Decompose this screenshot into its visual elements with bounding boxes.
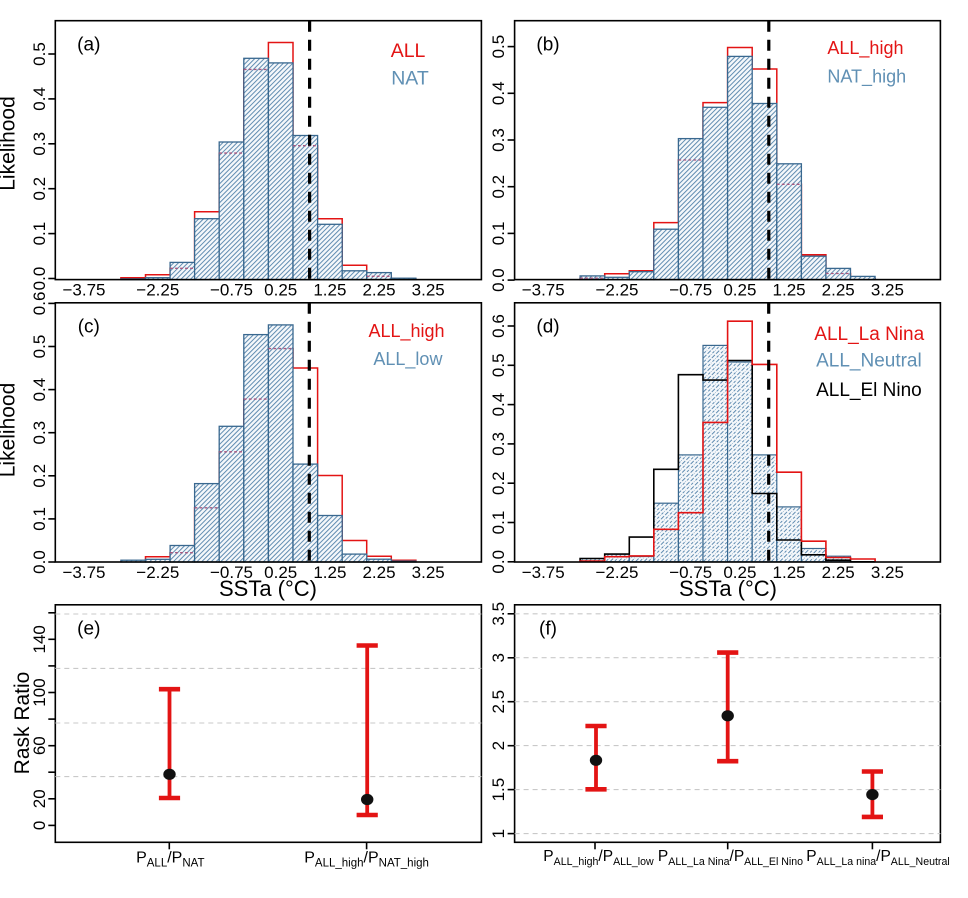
svg-text:ALL_high: ALL_high — [369, 321, 445, 342]
svg-text:−3.75: −3.75 — [62, 563, 105, 582]
svg-text:−3.75: −3.75 — [522, 281, 565, 300]
svg-text:0.3: 0.3 — [489, 432, 508, 456]
svg-text:ALL: ALL — [391, 40, 426, 62]
svg-text:(e): (e) — [77, 618, 100, 639]
svg-text:PALL_high/PNAT_high: PALL_high/PNAT_high — [304, 850, 429, 870]
svg-text:(c): (c) — [78, 316, 100, 337]
svg-text:PALL/PNAT: PALL/PNAT — [136, 850, 204, 870]
svg-text:−0.75: −0.75 — [669, 281, 712, 300]
svg-text:3.25: 3.25 — [871, 281, 904, 300]
svg-text:Rask Ratio: Rask Ratio — [11, 672, 34, 775]
svg-text:2: 2 — [489, 741, 508, 750]
svg-text:−0.75: −0.75 — [210, 563, 253, 582]
svg-text:3.25: 3.25 — [412, 281, 445, 300]
svg-text:140: 140 — [30, 625, 49, 653]
svg-text:0.25: 0.25 — [723, 563, 756, 582]
svg-text:0.5: 0.5 — [489, 35, 508, 59]
svg-text:0.3: 0.3 — [30, 132, 49, 156]
svg-text:Likelihood: Likelihood — [0, 383, 20, 478]
svg-text:−3.75: −3.75 — [62, 281, 105, 300]
svg-text:2.25: 2.25 — [362, 281, 395, 300]
svg-text:0.0: 0.0 — [30, 550, 49, 574]
svg-text:0.5: 0.5 — [489, 353, 508, 377]
svg-text:NAT_high: NAT_high — [827, 66, 906, 87]
svg-text:(d): (d) — [536, 316, 559, 337]
svg-text:1.25: 1.25 — [313, 281, 346, 300]
svg-text:0.6: 0.6 — [30, 292, 49, 316]
svg-text:0.3: 0.3 — [489, 128, 508, 152]
svg-text:20: 20 — [30, 789, 49, 808]
svg-text:2.5: 2.5 — [489, 690, 508, 714]
svg-text:0.1: 0.1 — [30, 222, 49, 246]
svg-text:ALL_Neutral: ALL_Neutral — [816, 351, 922, 372]
svg-text:ALL_La Nina: ALL_La Nina — [814, 324, 924, 345]
svg-text:0.4: 0.4 — [489, 393, 508, 417]
svg-text:−2.25: −2.25 — [136, 563, 179, 582]
svg-text:NAT: NAT — [391, 68, 429, 90]
svg-text:0.4: 0.4 — [30, 87, 49, 111]
svg-text:0.25: 0.25 — [264, 281, 297, 300]
svg-text:1.25: 1.25 — [773, 563, 806, 582]
svg-text:0.25: 0.25 — [723, 281, 756, 300]
svg-text:Likelihood: Likelihood — [0, 96, 20, 191]
svg-text:0.2: 0.2 — [30, 464, 49, 488]
svg-text:0.1: 0.1 — [489, 222, 508, 246]
svg-text:0.1: 0.1 — [30, 507, 49, 531]
svg-text:SSTa (°C): SSTa (°C) — [219, 576, 317, 601]
svg-text:0.2: 0.2 — [489, 471, 508, 495]
svg-text:−2.25: −2.25 — [595, 281, 638, 300]
svg-text:PALL_high/PALL_low: PALL_high/PALL_low — [543, 848, 654, 868]
svg-text:(b): (b) — [536, 34, 559, 55]
svg-text:2.25: 2.25 — [822, 563, 855, 582]
svg-text:0.25: 0.25 — [264, 563, 297, 582]
svg-text:−0.75: −0.75 — [669, 563, 712, 582]
svg-text:0.5: 0.5 — [30, 335, 49, 359]
svg-text:0.4: 0.4 — [489, 81, 508, 105]
svg-text:2.25: 2.25 — [822, 281, 855, 300]
svg-text:0.4: 0.4 — [30, 378, 49, 402]
svg-text:0.0: 0.0 — [489, 268, 508, 292]
svg-text:0.0: 0.0 — [489, 550, 508, 574]
svg-text:ALL_El Nino: ALL_El Nino — [816, 380, 922, 401]
svg-text:1.25: 1.25 — [313, 563, 346, 582]
svg-text:2.25: 2.25 — [362, 563, 395, 582]
svg-text:0.6: 0.6 — [489, 314, 508, 338]
svg-text:60: 60 — [30, 736, 49, 755]
svg-text:1: 1 — [489, 829, 508, 838]
svg-text:PALL_La Nina/PALL_El Nino: PALL_La Nina/PALL_El Nino — [658, 848, 803, 868]
svg-text:−2.25: −2.25 — [595, 563, 638, 582]
svg-text:−0.75: −0.75 — [210, 281, 253, 300]
svg-text:3: 3 — [489, 653, 508, 662]
svg-text:(a): (a) — [77, 34, 100, 55]
svg-text:3.5: 3.5 — [489, 602, 508, 626]
svg-text:(f): (f) — [539, 618, 557, 639]
svg-text:0.1: 0.1 — [489, 511, 508, 535]
svg-text:0.3: 0.3 — [30, 421, 49, 445]
svg-text:ALL_high: ALL_high — [827, 38, 903, 59]
svg-text:0.2: 0.2 — [30, 177, 49, 201]
svg-text:−3.75: −3.75 — [522, 563, 565, 582]
svg-text:3.25: 3.25 — [871, 563, 904, 582]
svg-text:0.5: 0.5 — [30, 42, 49, 66]
svg-text:1.25: 1.25 — [773, 281, 806, 300]
svg-text:SSTa (°C): SSTa (°C) — [679, 576, 777, 601]
svg-text:PALL_La nina/PALL_Neutral: PALL_La nina/PALL_Neutral — [806, 848, 949, 868]
svg-text:0.0: 0.0 — [30, 267, 49, 291]
svg-text:0: 0 — [30, 821, 49, 830]
svg-text:100: 100 — [30, 678, 49, 706]
svg-text:3.25: 3.25 — [412, 563, 445, 582]
svg-text:0.2: 0.2 — [489, 175, 508, 199]
svg-text:1.5: 1.5 — [489, 778, 508, 802]
svg-text:−2.25: −2.25 — [136, 281, 179, 300]
svg-text:ALL_low: ALL_low — [373, 349, 443, 370]
